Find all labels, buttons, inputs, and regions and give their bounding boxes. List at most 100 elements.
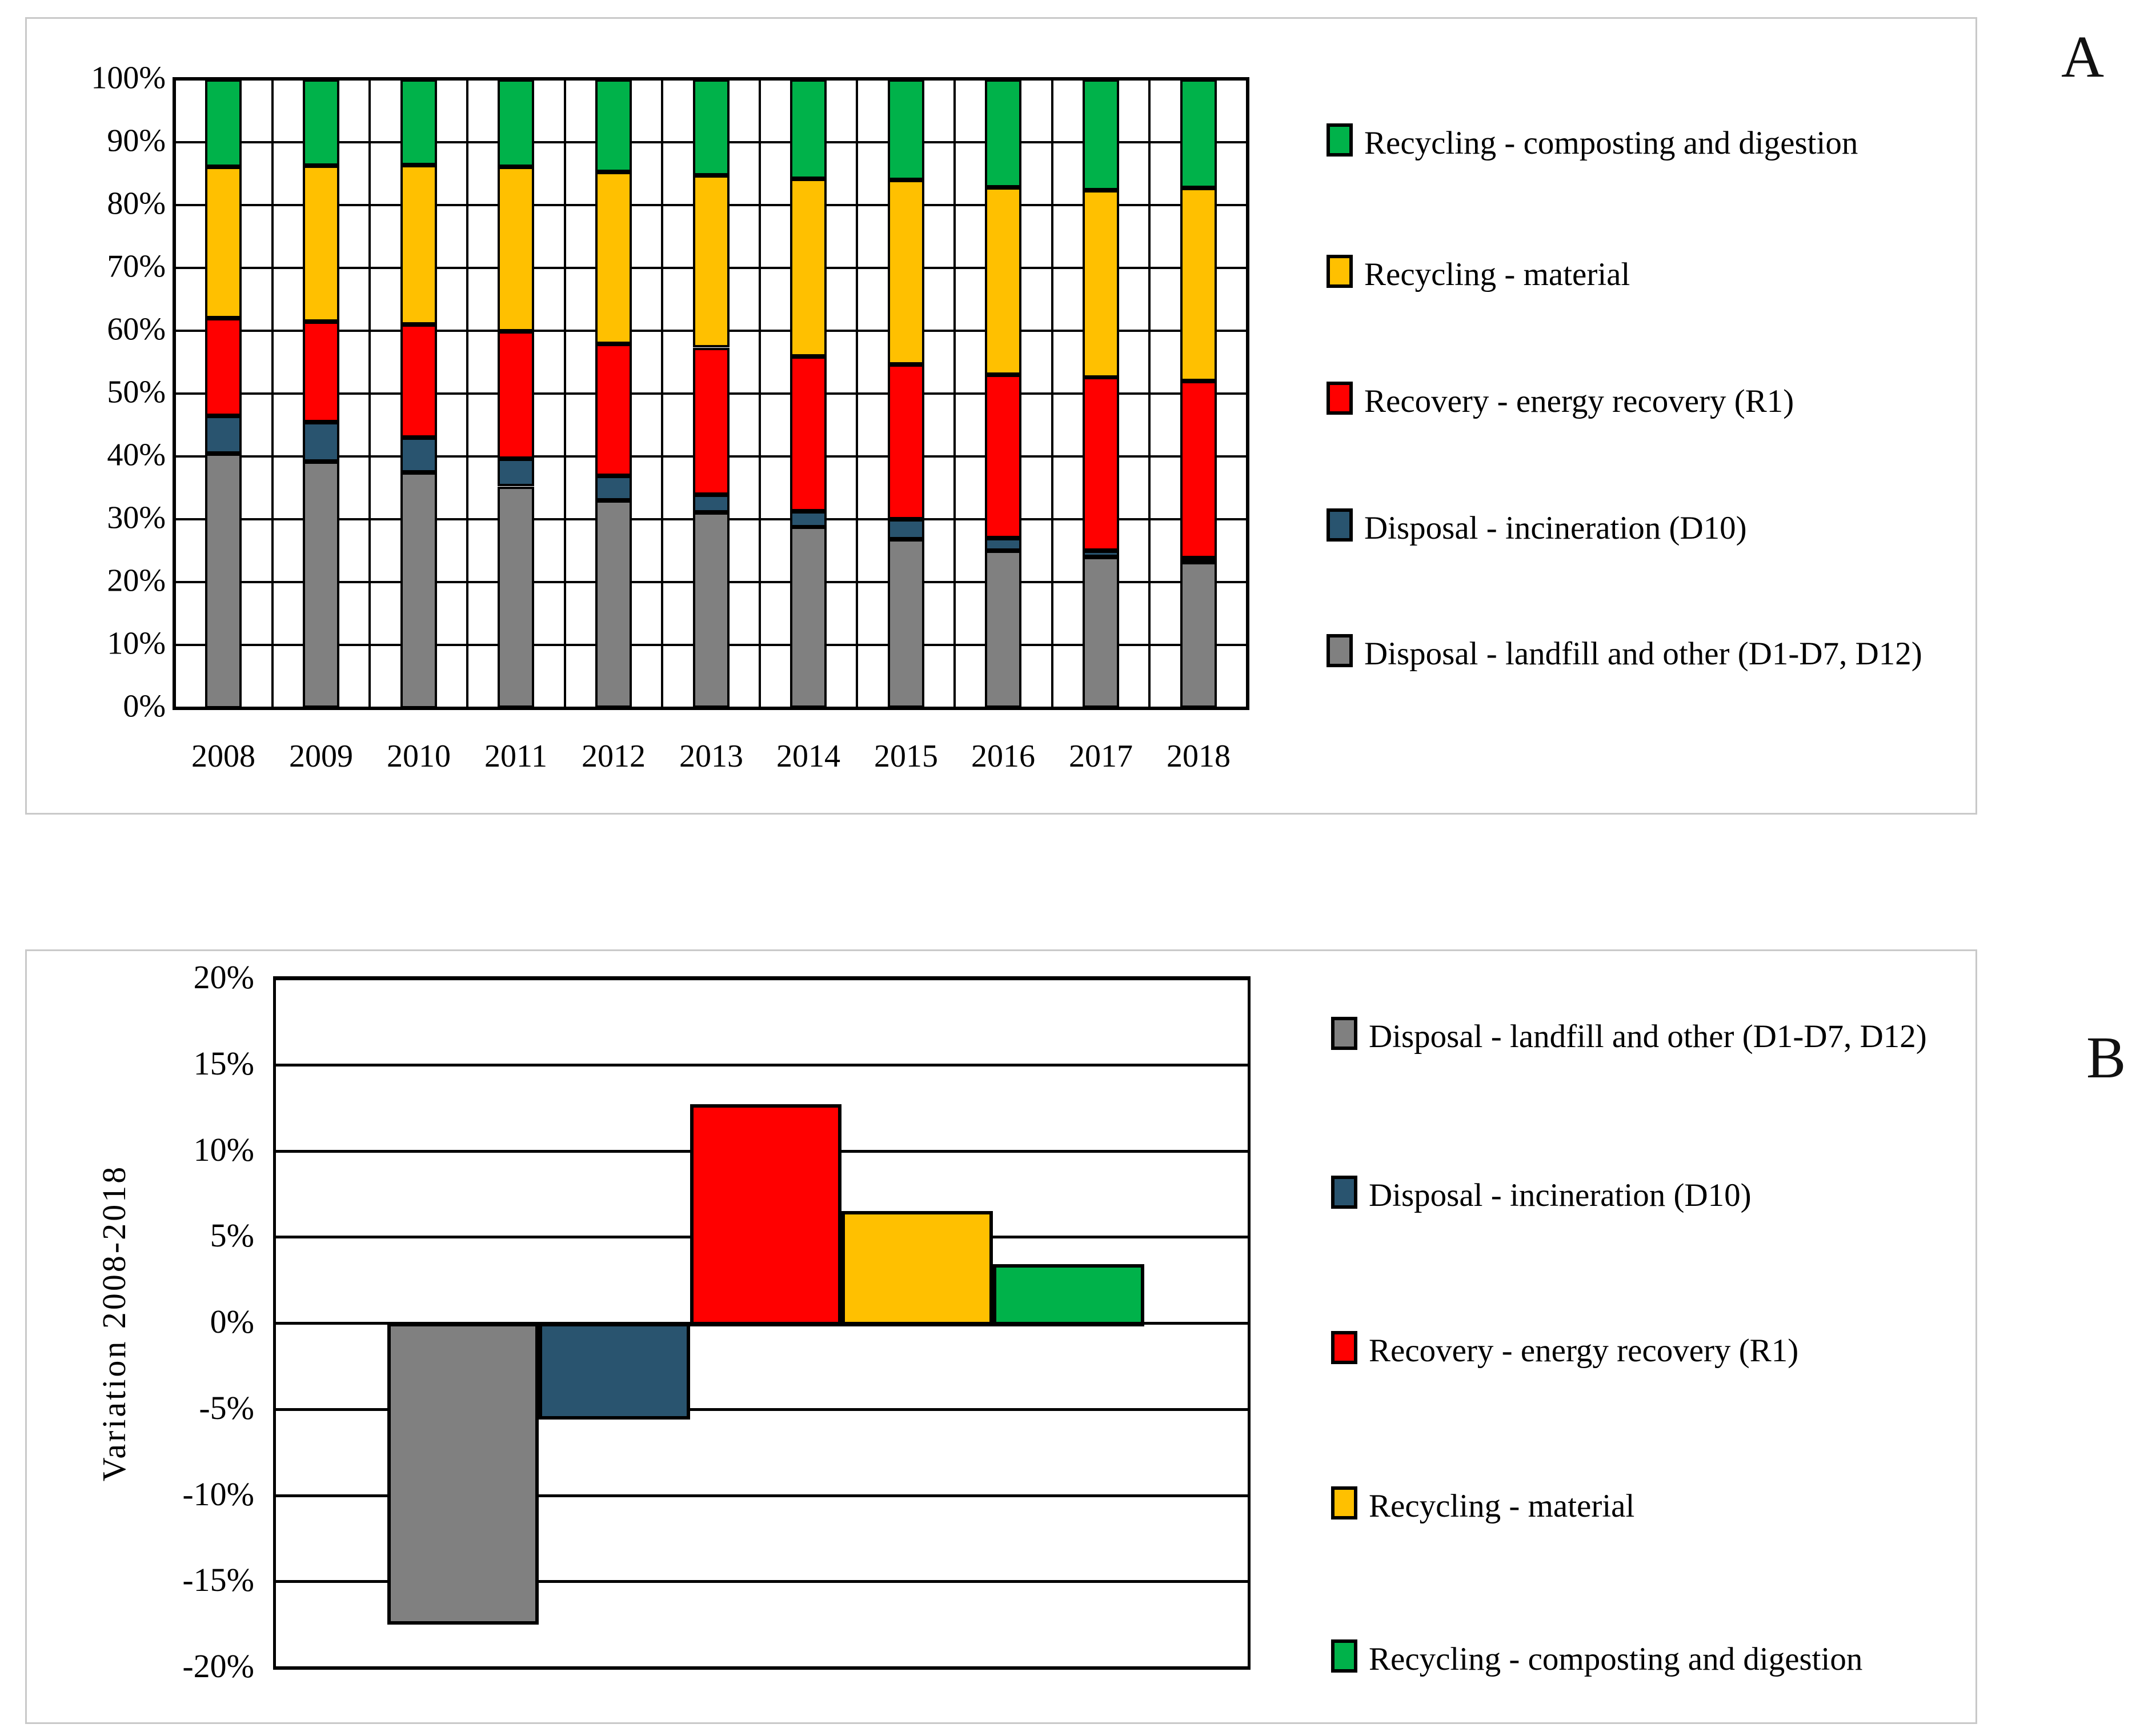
bar-segment	[400, 438, 437, 472]
bar-segment	[985, 538, 1021, 551]
x-axis-year-label: 2017	[1069, 739, 1133, 774]
legend-color-swatch	[1331, 1176, 1357, 1209]
bar-segment	[1180, 79, 1217, 188]
panel-b-letter: B	[2086, 1025, 2126, 1090]
panel-a-letter: A	[2061, 24, 2105, 90]
gridline-vertical	[1148, 79, 1151, 708]
gridline-horizontal	[275, 1580, 1248, 1583]
legend-color-swatch	[1331, 1331, 1357, 1364]
x-axis-year-label: 2016	[971, 739, 1035, 774]
bar-segment	[498, 331, 534, 459]
legend-item-label: Disposal - incineration (D10)	[1364, 510, 1747, 546]
y-axis-tick-label: 10%	[193, 1130, 254, 1168]
legend-item-label: Recovery - energy recovery (R1)	[1364, 383, 1794, 419]
bar-segment	[693, 512, 730, 708]
bar-segment	[205, 416, 242, 454]
bar-segment	[888, 364, 924, 519]
bar-segment	[498, 167, 534, 331]
legend-item-label: Disposal - incineration (D10)	[1369, 1177, 1752, 1213]
variation-bar	[841, 1211, 993, 1326]
bar-segment	[400, 472, 437, 708]
legend-item-label: Recycling - composting and digestion	[1369, 1641, 1863, 1677]
y-axis-tick-label: 40%	[107, 437, 166, 473]
y-axis-tick-label: 5%	[210, 1216, 254, 1254]
legend-color-swatch	[1327, 634, 1353, 667]
gridline-horizontal	[275, 1494, 1248, 1497]
bar-segment	[595, 500, 632, 708]
y-axis-tick-label: 20%	[107, 563, 166, 599]
bar-segment	[205, 79, 242, 167]
legend-item-label: Recovery - energy recovery (R1)	[1369, 1333, 1799, 1369]
bar-segment	[205, 454, 242, 708]
x-axis-year-label: 2018	[1167, 739, 1231, 774]
x-axis-year-label: 2013	[679, 739, 743, 774]
gridline-horizontal	[275, 1408, 1248, 1411]
bar-segment	[985, 187, 1021, 375]
bar-segment	[498, 79, 534, 167]
bar-segment	[693, 175, 730, 347]
bar-segment	[693, 495, 730, 512]
bar-segment	[1083, 190, 1119, 378]
gridline-vertical	[368, 79, 371, 708]
gridline-vertical	[856, 79, 858, 708]
bar-segment	[1180, 188, 1217, 381]
legend-item-label: Disposal - landfill and other (D1-D7, D1…	[1369, 1019, 1927, 1055]
x-axis-year-label: 2009	[289, 739, 353, 774]
y-axis-tick-label: 10%	[107, 626, 166, 661]
bar-segment	[498, 459, 534, 486]
bar-segment	[790, 79, 827, 179]
bar-segment	[1083, 557, 1119, 708]
legend-color-swatch	[1327, 123, 1353, 157]
bar-segment	[1180, 562, 1217, 708]
legend-color-swatch	[1327, 382, 1353, 415]
bar-segment	[303, 322, 339, 422]
gridline-vertical	[1246, 79, 1248, 708]
legend-color-swatch	[1331, 1486, 1357, 1519]
variation-bar	[690, 1104, 841, 1326]
y-axis-tick-label: 15%	[193, 1044, 254, 1082]
y-axis-tick-label: 80%	[107, 186, 166, 222]
variation-bar	[387, 1323, 539, 1625]
bar-segment	[790, 511, 827, 527]
gridline-vertical	[564, 79, 566, 708]
bar-segment	[400, 324, 437, 438]
legend-item-label: Disposal - landfill and other (D1-D7, D1…	[1364, 636, 1922, 672]
y-axis-tick-label: 100%	[91, 60, 166, 96]
x-axis-year-label: 2011	[484, 739, 547, 774]
y-axis-tick-label: 50%	[107, 374, 166, 410]
bar-segment	[888, 519, 924, 539]
variation-bar	[993, 1264, 1144, 1326]
y-axis-tick-label: 60%	[107, 311, 166, 347]
legend-color-swatch	[1327, 508, 1353, 542]
bar-segment	[1180, 381, 1217, 558]
y-axis-title: Variation 2008-2018	[95, 1164, 133, 1482]
bar-segment	[1083, 79, 1119, 190]
bar-segment	[498, 487, 534, 708]
variation-bar	[539, 1323, 690, 1420]
bar-segment	[303, 462, 339, 708]
y-axis-tick-label: 30%	[107, 500, 166, 536]
gridline-horizontal	[275, 977, 1248, 980]
bar-segment	[205, 318, 242, 416]
x-axis-year-label: 2012	[582, 739, 646, 774]
legend-color-swatch	[1331, 1017, 1357, 1050]
gridline-vertical	[271, 79, 274, 708]
bar-segment	[888, 180, 924, 364]
gridline-vertical	[1051, 79, 1053, 708]
bar-segment	[303, 422, 339, 462]
bar-segment	[1180, 558, 1217, 563]
gridline-horizontal	[275, 1064, 1248, 1067]
bar-segment	[888, 539, 924, 708]
legend-item-label: Recycling - material	[1364, 256, 1630, 292]
legend-color-swatch	[1331, 1639, 1357, 1673]
bar-segment	[985, 551, 1021, 708]
bar-segment	[400, 165, 437, 324]
legend-item-label: Recycling - material	[1369, 1488, 1635, 1524]
bar-segment	[985, 375, 1021, 538]
bar-segment	[1083, 551, 1119, 557]
x-axis-year-label: 2015	[874, 739, 938, 774]
bar-segment	[595, 476, 632, 500]
y-axis-tick-label: 90%	[107, 123, 166, 159]
zero-line	[275, 1322, 1248, 1325]
